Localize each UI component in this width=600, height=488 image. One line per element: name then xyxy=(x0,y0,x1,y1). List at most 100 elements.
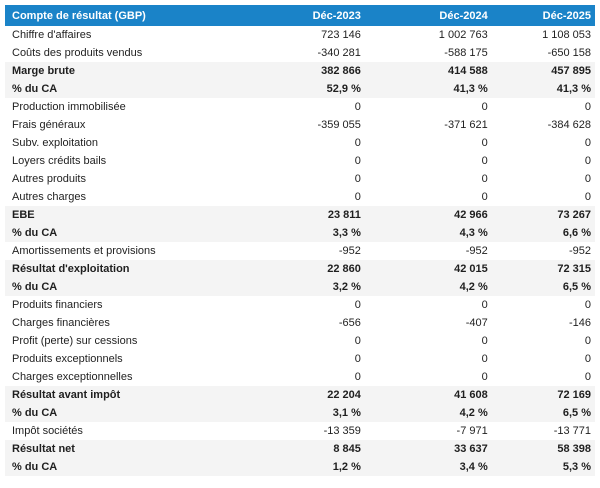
row-label: Subv. exploitation xyxy=(5,134,233,152)
header-row: Compte de résultat (GBP) Déc-2023 Déc-202… xyxy=(5,5,595,26)
row-value: 1 002 763 xyxy=(364,26,492,44)
row-value: -146 xyxy=(491,314,595,332)
row-value: 0 xyxy=(491,296,595,314)
row-value: 0 xyxy=(364,350,492,368)
row-value: 4,2 % xyxy=(364,278,492,296)
row-value: 1 108 053 xyxy=(491,26,595,44)
column-header-1: Déc-2023 xyxy=(232,5,365,26)
row-value: -952 xyxy=(364,242,492,260)
row-label: Produits exceptionnels xyxy=(5,350,233,368)
table-row: Charges financières -656 -407 -146 xyxy=(5,314,595,332)
table-row: Résultat net 8 845 33 637 58 398 xyxy=(5,440,595,458)
row-label: Résultat avant impôt xyxy=(5,386,233,404)
table-row: EBE 23 811 42 966 73 267 xyxy=(5,206,595,224)
row-value: 6,6 % xyxy=(491,224,595,242)
row-label: Loyers crédits bails xyxy=(5,152,233,170)
row-value: 3,3 % xyxy=(232,224,365,242)
row-label: Produits financiers xyxy=(5,296,233,314)
row-value: 723 146 xyxy=(232,26,365,44)
row-value: -952 xyxy=(232,242,365,260)
row-value: 0 xyxy=(232,332,365,350)
row-value: 0 xyxy=(491,350,595,368)
income-statement: Compte de résultat (GBP) Déc-2023 Déc-202… xyxy=(5,5,595,476)
row-value: 4,2 % xyxy=(364,404,492,422)
income-statement-table: Compte de résultat (GBP) Déc-2023 Déc-202… xyxy=(5,5,595,476)
row-value: 382 866 xyxy=(232,62,365,80)
row-value: 72 315 xyxy=(491,260,595,278)
table-row: Production immobilisée 0 0 0 xyxy=(5,98,595,116)
row-label: Amortissements et provisions xyxy=(5,242,233,260)
row-label: Charges exceptionnelles xyxy=(5,368,233,386)
row-label: Impôt sociétés xyxy=(5,422,233,440)
row-label: % du CA xyxy=(5,224,233,242)
row-value: 0 xyxy=(364,296,492,314)
row-label: Profit (perte) sur cessions xyxy=(5,332,233,350)
row-value: 6,5 % xyxy=(491,404,595,422)
row-value: 0 xyxy=(491,98,595,116)
table-row: Impôt sociétés -13 359 -7 971 -13 771 xyxy=(5,422,595,440)
row-value: 0 xyxy=(232,188,365,206)
row-value: 4,3 % xyxy=(364,224,492,242)
row-value: 0 xyxy=(232,170,365,188)
row-value: -359 055 xyxy=(232,116,365,134)
row-value: 0 xyxy=(491,170,595,188)
row-value: 3,1 % xyxy=(232,404,365,422)
row-label: Frais généraux xyxy=(5,116,233,134)
row-value: 42 015 xyxy=(364,260,492,278)
table-row: Résultat avant impôt 22 204 41 608 72 169 xyxy=(5,386,595,404)
row-label: % du CA xyxy=(5,80,233,98)
row-value: 41,3 % xyxy=(364,80,492,98)
table-row: Charges exceptionnelles 0 0 0 xyxy=(5,368,595,386)
row-value: 5,3 % xyxy=(491,458,595,476)
row-value: 8 845 xyxy=(232,440,365,458)
row-value: -13 771 xyxy=(491,422,595,440)
row-value: 0 xyxy=(364,152,492,170)
row-value: 0 xyxy=(232,134,365,152)
table-row: Produits exceptionnels 0 0 0 xyxy=(5,350,595,368)
table-row: Amortissements et provisions -952 -952 -952 xyxy=(5,242,595,260)
row-value: -340 281 xyxy=(232,44,365,62)
row-label: EBE xyxy=(5,206,233,224)
table-row: % du CA 3,1 % 4,2 % 6,5 % xyxy=(5,404,595,422)
row-value: 0 xyxy=(232,368,365,386)
row-label: Chiffre d'affaires xyxy=(5,26,233,44)
row-value: 0 xyxy=(232,152,365,170)
row-value: -656 xyxy=(232,314,365,332)
row-value: -13 359 xyxy=(232,422,365,440)
row-value: 457 895 xyxy=(491,62,595,80)
row-label: Charges financières xyxy=(5,314,233,332)
row-label: % du CA xyxy=(5,458,233,476)
row-value: 0 xyxy=(364,188,492,206)
row-value: 41 608 xyxy=(364,386,492,404)
table-row: Autres charges 0 0 0 xyxy=(5,188,595,206)
row-value: -588 175 xyxy=(364,44,492,62)
row-value: 0 xyxy=(232,98,365,116)
row-label: Marge brute xyxy=(5,62,233,80)
row-value: 0 xyxy=(364,134,492,152)
row-value: 0 xyxy=(232,296,365,314)
row-label: Autres produits xyxy=(5,170,233,188)
column-header-3: Déc-2025 xyxy=(491,5,595,26)
row-label: Résultat net xyxy=(5,440,233,458)
row-value: 0 xyxy=(364,368,492,386)
row-value: 0 xyxy=(364,332,492,350)
row-value: 0 xyxy=(491,152,595,170)
row-value: 3,4 % xyxy=(364,458,492,476)
row-value: 0 xyxy=(364,98,492,116)
row-label: % du CA xyxy=(5,404,233,422)
row-value: -384 628 xyxy=(491,116,595,134)
row-value: 41,3 % xyxy=(491,80,595,98)
row-label: Coûts des produits vendus xyxy=(5,44,233,62)
row-label: Résultat d'exploitation xyxy=(5,260,233,278)
row-value: 0 xyxy=(364,170,492,188)
table-header: Compte de résultat (GBP) Déc-2023 Déc-202… xyxy=(5,5,595,26)
table-row: Subv. exploitation 0 0 0 xyxy=(5,134,595,152)
row-value: -7 971 xyxy=(364,422,492,440)
table-row: Frais généraux -359 055 -371 621 -384 628 xyxy=(5,116,595,134)
row-value: 73 267 xyxy=(491,206,595,224)
table-row: Marge brute 382 866 414 588 457 895 xyxy=(5,62,595,80)
row-value: 0 xyxy=(491,332,595,350)
table-row: Loyers crédits bails 0 0 0 xyxy=(5,152,595,170)
row-value: 23 811 xyxy=(232,206,365,224)
row-value: 1,2 % xyxy=(232,458,365,476)
